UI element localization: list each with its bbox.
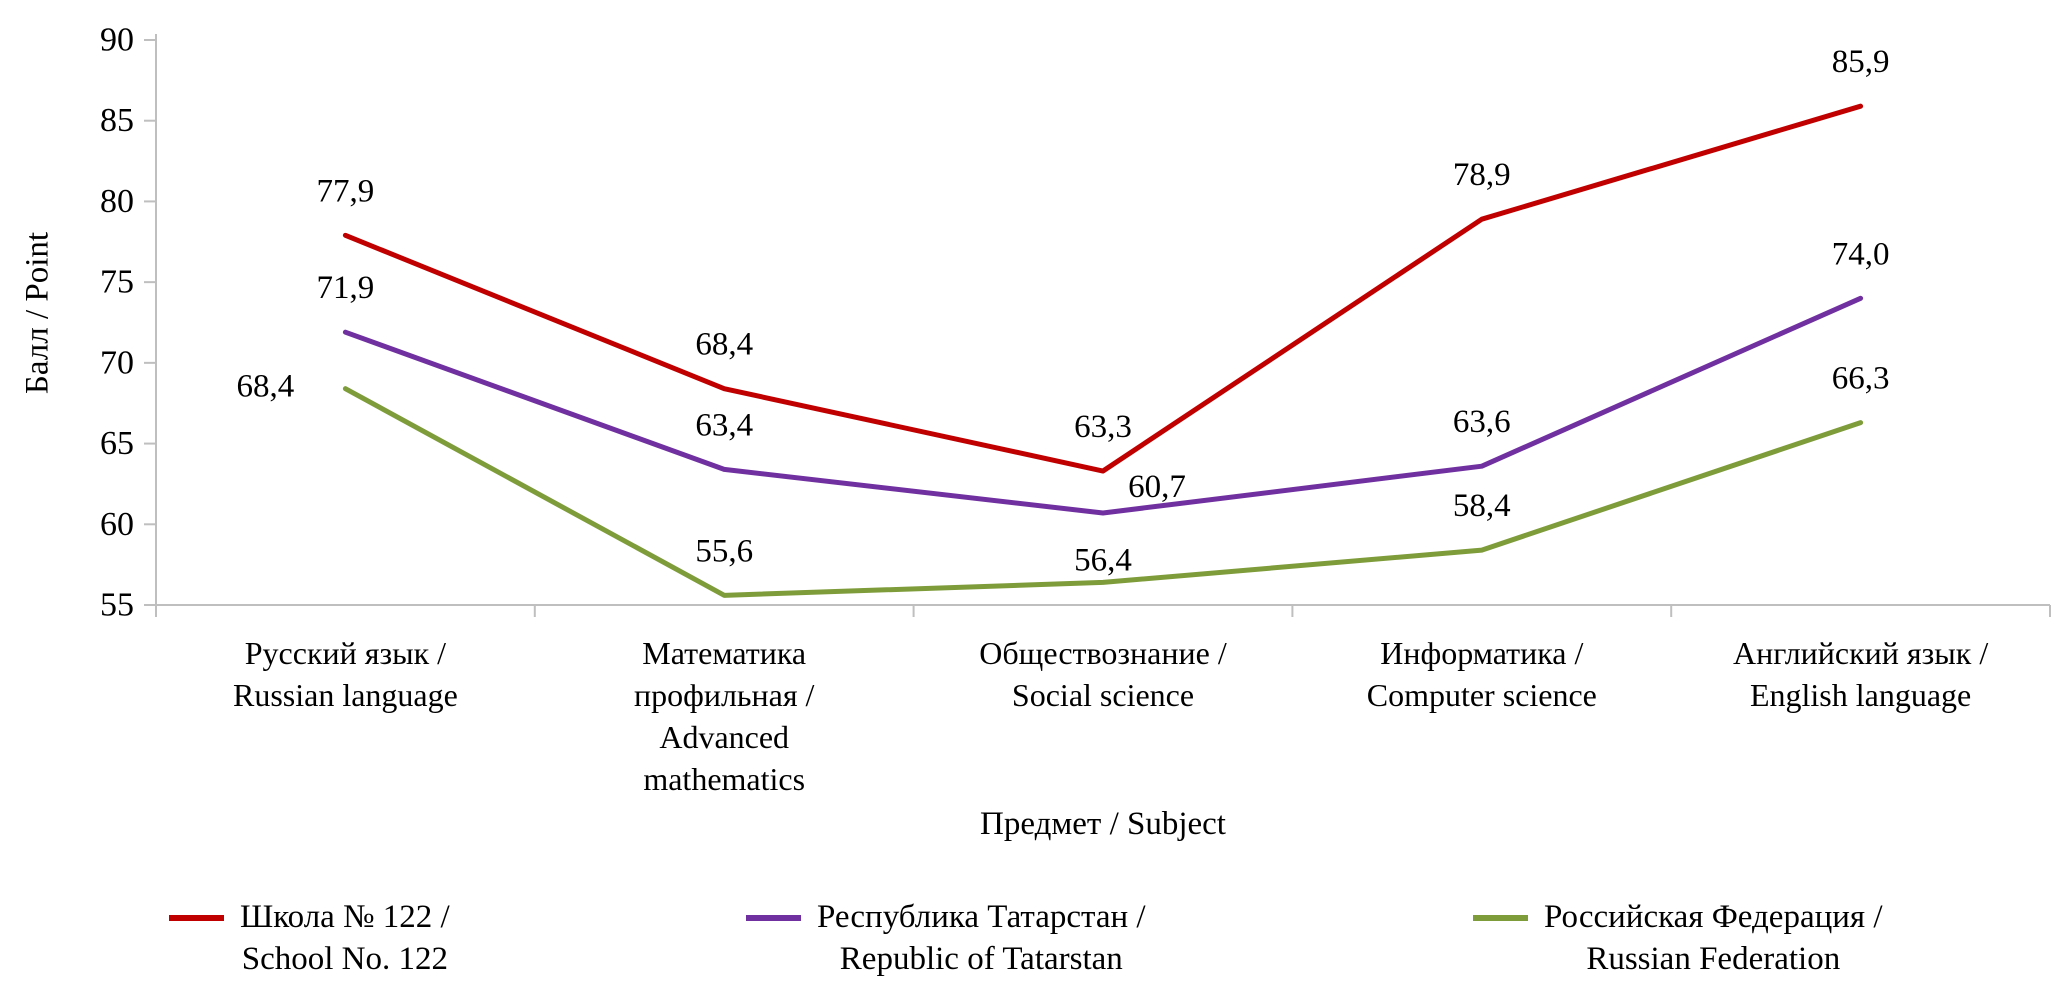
y-tick-label: 65	[100, 425, 134, 462]
data-label-tatarstan-1: 63,4	[695, 407, 753, 443]
data-label-school-122-3: 78,9	[1453, 157, 1511, 193]
legend-item-school-122: Школа № 122 / School No. 122	[169, 896, 450, 980]
data-label-school-122-4: 85,9	[1832, 44, 1890, 80]
category-label: Русский язык /	[245, 635, 446, 671]
legend-label-russian-federation: Российская Федерация / Russian Federatio…	[1544, 896, 1883, 980]
category-label: Computer science	[1367, 677, 1597, 713]
legend-label-line: Республика Татарстан /	[817, 899, 1146, 935]
y-tick-label: 90	[100, 22, 134, 59]
legend-item-russian-federation: Российская Федерация / Russian Federatio…	[1473, 896, 1883, 980]
category-label: English language	[1750, 677, 1971, 713]
category-label: Advanced	[659, 719, 789, 755]
y-tick-label: 85	[100, 102, 134, 139]
data-label-tatarstan-0: 71,9	[317, 270, 375, 306]
category-label: Английский язык /	[1733, 635, 1988, 671]
legend-line-swatch-school-122	[169, 915, 224, 921]
category-label: Social science	[1012, 677, 1194, 713]
data-label-tatarstan-3: 63,6	[1453, 404, 1511, 440]
series-line-tatarstan	[342, 295, 1864, 516]
legend-label-line: School No. 122	[241, 941, 448, 977]
y-axis-title: Балл / Point	[19, 231, 56, 395]
category-label: Математика	[642, 635, 806, 671]
y-tick-label: 60	[100, 506, 134, 543]
data-label-russian-federation-1: 55,6	[695, 533, 753, 569]
data-label-russian-federation-3: 58,4	[1453, 488, 1511, 524]
legend-label-line: Russian Federation	[1586, 941, 1841, 977]
data-label-school-122-0: 77,9	[317, 173, 375, 209]
legend-label-line: Российская Федерация /	[1544, 899, 1883, 935]
y-tick-label: 75	[100, 264, 134, 301]
category-label: Обществознание /	[979, 635, 1227, 671]
data-label-russian-federation-4: 66,3	[1832, 361, 1890, 397]
data-label-tatarstan-4: 74,0	[1832, 236, 1890, 272]
legend-label-school-122: Школа № 122 / School No. 122	[240, 896, 450, 980]
legend-label-line: Republic of Tatarstan	[839, 941, 1123, 977]
category-label: mathematics	[643, 761, 805, 797]
data-label-russian-federation-0: 68,4	[237, 369, 295, 405]
y-tick-label: 55	[100, 587, 134, 624]
y-tick-label: 80	[100, 183, 134, 220]
data-label-school-122-2: 63,3	[1074, 409, 1132, 445]
legend-label-tatarstan: Республика Татарстан / Republic of Tatar…	[817, 896, 1146, 980]
series-line-school-122	[342, 103, 1864, 474]
legend-line-swatch-russian-federation	[1473, 915, 1528, 921]
y-tick-label: 70	[100, 344, 134, 381]
legend-line-swatch-tatarstan	[746, 915, 801, 921]
x-axis-title: Предмет / Subject	[980, 806, 1226, 842]
data-label-tatarstan-2: 60,7	[1128, 469, 1186, 505]
category-label: Информатика /	[1380, 635, 1583, 671]
data-label-russian-federation-2: 56,4	[1074, 542, 1132, 578]
series-line-russian-federation	[342, 386, 1864, 598]
legend-label-line: Школа № 122 /	[240, 899, 450, 935]
legend-item-tatarstan: Республика Татарстан / Republic of Tatar…	[746, 896, 1146, 980]
category-label: профильная /	[634, 677, 815, 713]
category-label: Russian language	[233, 677, 458, 713]
data-label-school-122-1: 68,4	[695, 327, 753, 363]
